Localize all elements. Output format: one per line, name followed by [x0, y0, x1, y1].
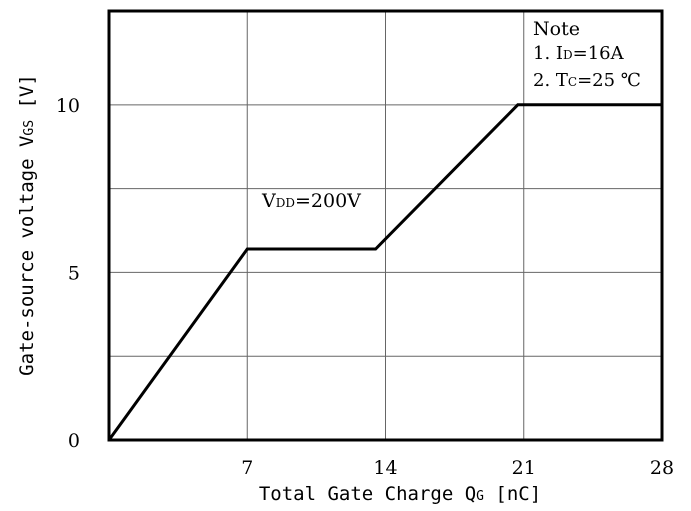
note-line-2: 2. TC=25 ℃: [533, 70, 641, 91]
note-line-1-sub: D: [563, 48, 573, 62]
y-axis-label-unit: [V]: [16, 74, 38, 120]
note-line-2-sub: C: [568, 75, 577, 89]
vdd-annotation-sub: DD: [276, 196, 295, 210]
note-line-1-value: =16A: [573, 43, 625, 64]
y-axis-label-sub: GS: [22, 120, 37, 136]
x-axis-label-unit: [nC]: [484, 483, 541, 505]
note-line-1-prefix: 1. I: [533, 43, 563, 64]
x-tick-label-3: 28: [650, 457, 674, 479]
y-tick-label-0: 0: [68, 430, 80, 452]
y-axis-label: Gate-source voltage VGS [V]: [16, 74, 38, 376]
series-line-vgs: [107, 103, 662, 441]
x-tick-label-2: 21: [512, 457, 536, 479]
note-title: Note: [533, 18, 580, 40]
note-line-2-prefix: 2. T: [533, 70, 568, 91]
grid-lines: [109, 11, 662, 440]
x-axis-label: Total Gate Charge QG [nC]: [259, 483, 541, 505]
x-tick-label-0: 7: [241, 457, 253, 479]
y-axis-label-main: Gate-source voltage V: [16, 136, 38, 376]
x-tick-label-1: 14: [373, 457, 397, 479]
vdd-annotation-value: =200V: [295, 190, 361, 212]
x-axis-label-main: Total Gate Charge Q: [259, 483, 476, 505]
y-tick-label-2: 10: [56, 95, 80, 117]
note-line-2-value: =25 ℃: [577, 70, 641, 91]
axis-ticks: 7 14 21 28 0 5 10: [56, 95, 674, 479]
plot-frame: [107, 9, 664, 442]
vdd-annotation-prefix: V: [261, 190, 276, 212]
note-line-1: 1. ID=16A: [533, 43, 625, 64]
vdd-annotation: VDD=200V: [261, 190, 361, 212]
y-tick-label-1: 5: [68, 262, 80, 284]
x-axis-label-sub: G: [476, 489, 484, 504]
